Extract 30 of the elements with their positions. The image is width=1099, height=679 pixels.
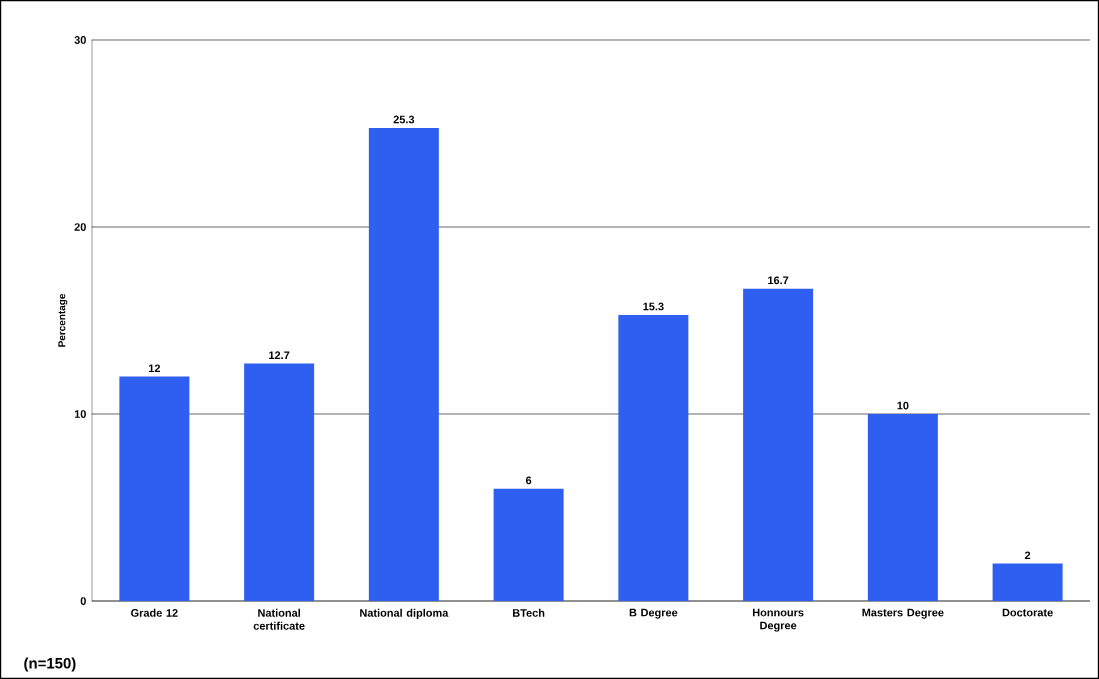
data-label: 10 [897,401,909,410]
data-label: 6 [525,476,532,485]
bar [618,314,689,601]
x-tick-label: National diploma [360,608,449,619]
bar [244,363,315,601]
text: (n=150) [24,657,76,672]
y-tick-label: 0 [80,597,86,605]
data-label: 25.3 [393,115,415,124]
data-label: 12 [148,364,161,373]
data-label: 12.7 [269,351,290,359]
y-tick-label: 20 [74,223,86,231]
data-label: 15.3 [643,302,664,311]
y-tick-label: 10 [74,410,86,418]
x-tick-label: Doctorate [1002,608,1053,617]
data-label: 2 [1024,551,1031,560]
bar [867,414,938,601]
y-tick-label: 30 [74,36,86,44]
bar [743,288,814,601]
bar [119,376,190,601]
bar [493,488,564,601]
x-tick-label: Honnours Degree [752,608,804,632]
y-axis-title: Percentage [58,293,68,347]
bar [368,127,439,601]
x-tick-label: Masters Degree [862,608,944,619]
x-tick-label: B Degree [629,608,678,619]
x-tick-label: BTech [513,608,545,617]
x-tick-label: National certificate [253,608,305,630]
bar [992,563,1063,601]
x-tick-label: Grade 12 [131,608,178,617]
data-label: 16.7 [768,276,789,285]
